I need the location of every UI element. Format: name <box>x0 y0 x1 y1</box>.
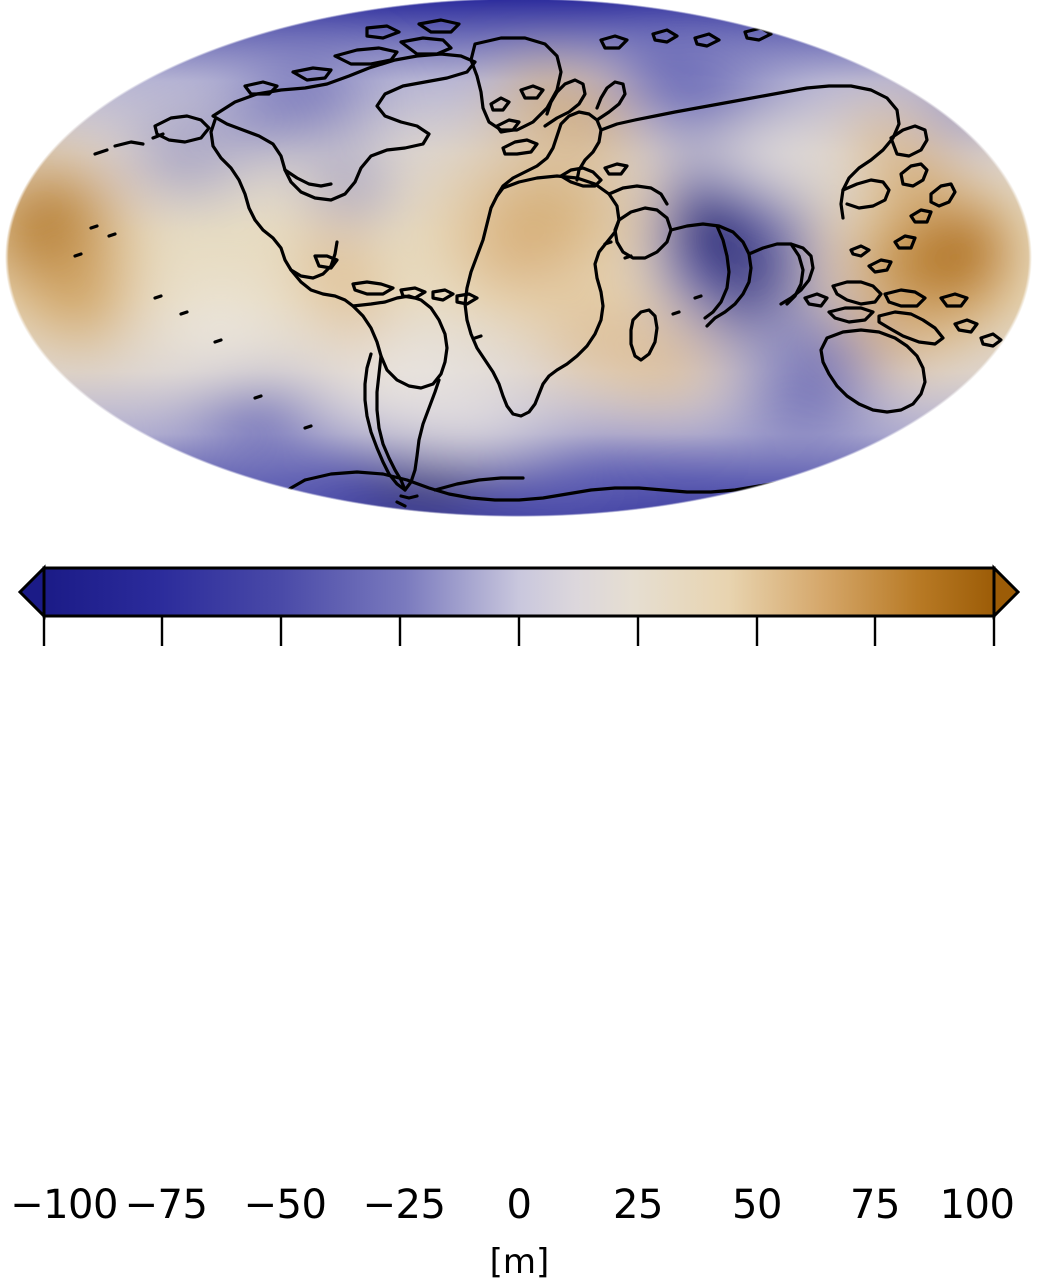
colorbar-tick-label: 100 <box>939 1182 1015 1228</box>
coastlines <box>73 18 1003 508</box>
colorbar-tick-labels: −100 −75 −50 −25 0 25 50 75 100 <box>0 1182 1039 1238</box>
colorbar-unit-label: [m] <box>489 1242 550 1282</box>
mollweide-globe <box>5 0 1032 517</box>
geoid-field <box>5 0 1032 517</box>
colorbar-extend-right <box>992 564 1021 620</box>
colorbar-tick-label: 25 <box>613 1182 663 1228</box>
colorbar-tick-label: −50 <box>243 1182 327 1228</box>
colorbar-tick-label: −75 <box>124 1182 208 1228</box>
colorbar: −100 −75 −50 −25 0 25 50 75 100 [m] <box>0 552 1039 1282</box>
colorbar-tick-label: −25 <box>362 1182 446 1228</box>
colorbar-tick-label: 0 <box>506 1182 532 1228</box>
colorbar-bar <box>42 566 996 618</box>
colorbar-extend-left <box>17 564 46 620</box>
colorbar-gradient <box>17 564 1021 646</box>
map-panel <box>0 0 1039 540</box>
colorbar-tick-label: 50 <box>732 1182 782 1228</box>
colorbar-ticks <box>42 616 996 646</box>
colorbar-tick-label: −100 <box>10 1182 118 1228</box>
colorbar-tick-label: 75 <box>850 1182 900 1228</box>
